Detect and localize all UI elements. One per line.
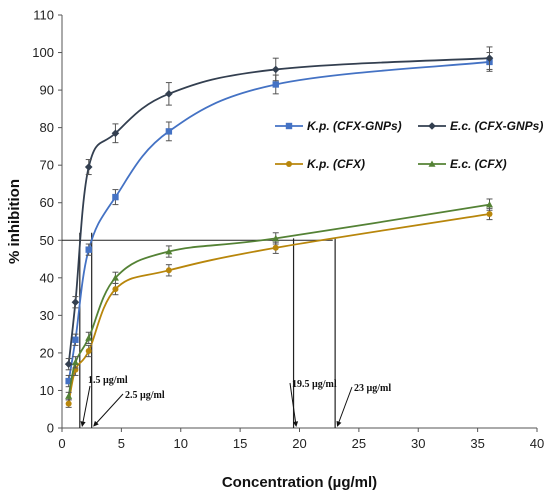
data-point <box>486 201 493 208</box>
annotation-2: 19.5 µg/ml <box>289 379 337 427</box>
x-tick-label: 40 <box>530 436 544 451</box>
y-tick-label: 110 <box>33 8 54 23</box>
data-point <box>71 298 80 307</box>
y-tick-label: 80 <box>40 120 54 135</box>
data-point <box>165 267 172 274</box>
y-tick-label: 0 <box>47 421 54 436</box>
annotation-label: 2.5 µg/ml <box>125 390 165 401</box>
legend-label: E.c. (CFX-GNPs) <box>450 119 543 133</box>
y-tick-label: 40 <box>40 270 54 285</box>
annotation-arrow-head <box>93 420 99 427</box>
data-point <box>85 334 93 341</box>
y-tick-label: 30 <box>40 308 54 323</box>
legend-marker <box>286 161 292 167</box>
y-tick-label: 90 <box>40 83 54 98</box>
data-point <box>64 360 73 368</box>
ic50-reference-lines <box>62 232 336 428</box>
x-tick-label: 30 <box>411 436 425 451</box>
data-point <box>112 286 119 293</box>
series-line <box>67 57 490 365</box>
x-axis-title: Concentration (µg/ml) <box>222 474 377 491</box>
series-1 <box>64 46 494 371</box>
y-tick-label: 20 <box>40 345 54 360</box>
legend-marker <box>428 122 436 130</box>
data-point <box>65 377 72 385</box>
legend: K.p. (CFX-GNPs) E.c. (CFX-GNPs) K.p. (CFX)… <box>275 119 543 171</box>
data-point <box>165 90 173 98</box>
annotation-label: 1.5 µg/ml <box>88 375 128 386</box>
x-tick-label: 0 <box>58 436 65 451</box>
annotation-arrow-shaft <box>81 385 91 426</box>
data-point <box>85 246 92 253</box>
data-point <box>111 274 119 281</box>
series-line <box>67 213 490 404</box>
annotations: 1.5 µg/ml 2.5 µg/ml 19.5 µg/ml 23 µg/ml <box>80 375 391 427</box>
annotation-arrow-shaft <box>289 382 297 426</box>
legend-marker <box>428 160 436 167</box>
x-tick-label: 25 <box>352 436 366 451</box>
data-point <box>65 392 73 399</box>
x-tick-label: 35 <box>470 436 484 451</box>
annotation-0: 1.5 µg/ml <box>80 375 128 427</box>
y-tick-label: 100 <box>32 45 54 60</box>
data-point <box>72 336 79 343</box>
legend-label: K.p. (CFX) <box>307 157 365 171</box>
series-line <box>67 203 490 397</box>
x-tick-label: 15 <box>233 436 247 451</box>
annotation-label: 19.5 µg/ml <box>292 379 337 390</box>
data-point <box>112 193 119 201</box>
annotation-arrow-shaft <box>337 386 353 426</box>
legend-label: E.c. (CFX) <box>450 157 507 171</box>
y-tick-label: 70 <box>40 158 54 173</box>
y-tick-label: 50 <box>40 233 54 248</box>
annotation-arrow-shaft <box>93 393 124 426</box>
data-point <box>71 358 79 366</box>
series-line <box>67 61 490 382</box>
data-point <box>84 163 93 171</box>
y-tick-label: 60 <box>40 195 54 210</box>
y-tick-label: 10 <box>40 383 54 398</box>
x-tick-label: 5 <box>118 436 125 451</box>
x-tick-label: 10 <box>174 436 188 451</box>
annotation-label: 23 µg/ml <box>354 383 391 394</box>
data-point <box>485 54 494 62</box>
annotation-3: 23 µg/ml <box>336 383 391 427</box>
plot-area <box>64 46 494 408</box>
annotation-arrow-head <box>336 420 342 427</box>
data-point <box>111 129 120 138</box>
y-axis-title: % inhibition <box>6 179 23 264</box>
series-3 <box>65 198 493 401</box>
data-point <box>165 248 173 255</box>
data-point <box>272 81 279 88</box>
series-0 <box>65 52 493 388</box>
data-point <box>272 234 280 242</box>
axes: 0 5 10 15 20 25 30 35 40 0 10 20 30 40 50 60 70 80 90 100 11… <box>32 8 544 452</box>
legend-marker <box>285 122 293 130</box>
data-point <box>165 128 173 135</box>
x-tick-label: 20 <box>292 436 306 451</box>
data-point <box>85 348 92 355</box>
annotation-1: 2.5 µg/ml <box>93 390 165 427</box>
annotation-arrow-head <box>292 421 299 427</box>
data-point <box>271 65 280 74</box>
data-point <box>486 210 493 217</box>
data-point <box>65 400 72 407</box>
annotation-arrow-head <box>80 421 86 427</box>
data-point <box>272 244 279 251</box>
series-2 <box>65 207 493 408</box>
legend-label: K.p. (CFX-GNPs) <box>307 119 402 133</box>
